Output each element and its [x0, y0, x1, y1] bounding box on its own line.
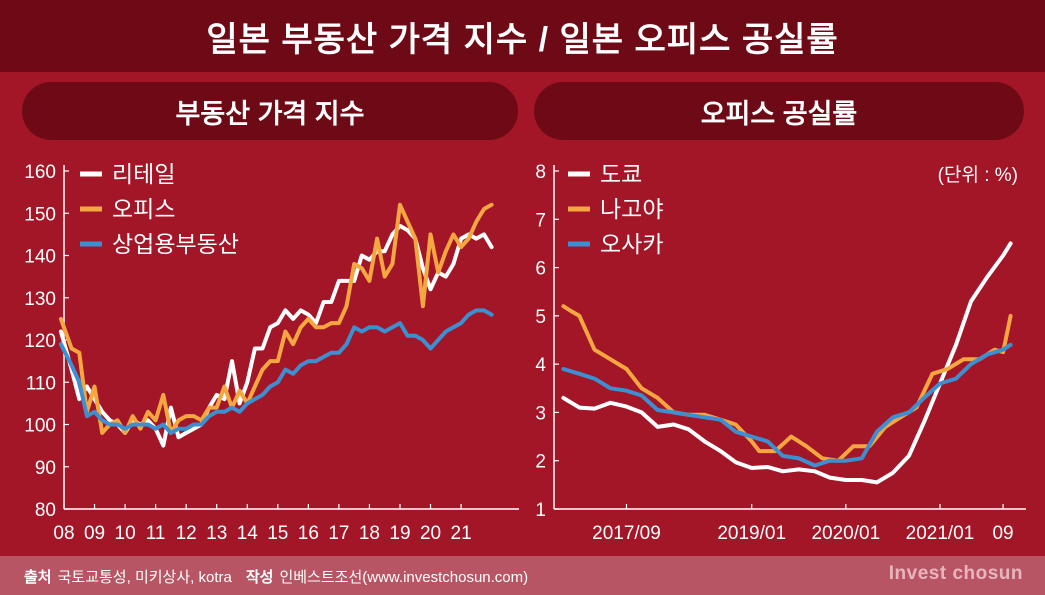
panel-title-price-index: 부동산 가격 지수: [175, 98, 365, 129]
vacancy-rate-chart: 1 2 3 4 5 6 7 8 2017/09 2019/01 2020/01 2021/01 09 도쿄…: [535, 161, 1026, 544]
y-tick-label: 90: [35, 458, 56, 479]
brand-logo: Invest chosun: [888, 563, 1023, 584]
y-tick-label: 150: [24, 204, 56, 225]
x-tick-label: 15: [267, 523, 288, 544]
panel-header-price-index: 부동산 가격 지수: [22, 82, 518, 140]
unit-note: (단위 : %): [938, 164, 1018, 186]
panel-title-vacancy: 오피스 공실률: [700, 98, 858, 129]
x-tick-label: 14: [237, 523, 259, 544]
y-tick-label: 4: [535, 355, 546, 376]
page-title: 일본 부동산 가격 지수 / 일본 오피스 공실률: [206, 20, 839, 59]
series-line-2: [561, 304, 1013, 463]
legend-label: 도쿄: [600, 161, 642, 187]
panel-header-vacancy: 오피스 공실률: [534, 82, 1024, 140]
x-tick-label: 09: [84, 523, 105, 544]
x-tick-label: 2021/01: [906, 523, 975, 544]
y-tick-label: 2: [535, 452, 546, 473]
title-bar: 일본 부동산 가격 지수 / 일본 오피스 공실률: [0, 0, 1045, 72]
y-tick-label: 8: [535, 162, 546, 183]
x-tick-label: 16: [298, 523, 319, 544]
y-tick-label: 1: [535, 500, 546, 521]
series-line-2: [58, 202, 494, 435]
y-tick-label: 130: [24, 289, 56, 310]
y-tick-label: 5: [535, 307, 546, 328]
series-line-3: [561, 342, 1013, 468]
series-line-3: [58, 308, 494, 435]
legend-label: 리테일: [112, 161, 175, 187]
y-tick-label: 120: [24, 331, 56, 352]
x-tick-label: 13: [206, 523, 227, 544]
legend-label: 오사카: [600, 231, 663, 257]
y-tick-label: 6: [535, 259, 546, 280]
y-tick-label: 3: [535, 403, 546, 424]
legend-label: 상업용부동산: [112, 231, 239, 257]
x-tick-label: 11: [146, 523, 166, 544]
legend-label: 오피스: [112, 196, 175, 222]
x-tick-label: 2019/01: [717, 523, 786, 544]
x-tick-label: 20: [420, 523, 441, 544]
source-label: 출처: [24, 569, 52, 586]
x-tick-label: 18: [359, 523, 380, 544]
x-tick-label: 2020/01: [811, 523, 880, 544]
price-index-chart: 80 90 100 110 120 130 140 150 160 08 09 10 11 12 13 14 1…: [24, 161, 519, 544]
x-tick-label: 2017/09: [592, 523, 661, 544]
series-line-1: [561, 241, 1013, 485]
y-tick-label: 110: [26, 373, 56, 394]
y-tick-label: 160: [24, 162, 56, 183]
legend-label: 나고야: [600, 196, 663, 222]
author-label: 작성: [245, 569, 274, 586]
y-tick-label: 140: [24, 247, 56, 268]
x-tick-label: 10: [115, 523, 136, 544]
source-text: 국토교통성, 미키상사, kotra: [57, 569, 232, 586]
x-tick-label: 12: [176, 523, 197, 544]
source-credit: 출처 국토교통성, 미키상사, kotra 작성 인베스트조선(www.investc…: [24, 566, 528, 587]
y-tick-label: 100: [24, 416, 56, 437]
footer: 출처 국토교통성, 미키상사, kotra 작성 인베스트조선(www.investc…: [0, 556, 1045, 595]
y-tick-label: 80: [35, 500, 56, 521]
x-tick-label: 21: [451, 523, 472, 544]
x-tick-label: 09: [992, 523, 1013, 544]
x-tick-label: 19: [389, 523, 410, 544]
x-tick-label: 17: [328, 523, 349, 544]
author-text: 인베스트조선(www.investchosun.com): [279, 569, 529, 586]
y-tick-label: 7: [535, 210, 546, 231]
x-tick-label: 08: [53, 523, 74, 544]
